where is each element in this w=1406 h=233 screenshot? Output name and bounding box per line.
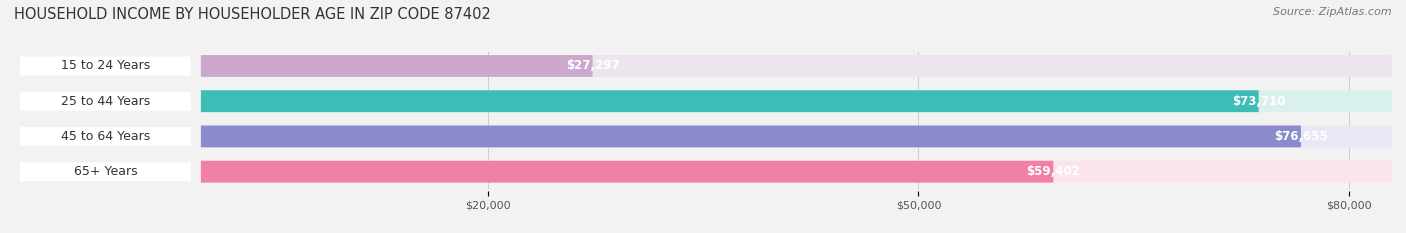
Text: $76,655: $76,655 (1274, 130, 1327, 143)
FancyBboxPatch shape (201, 90, 1258, 112)
FancyBboxPatch shape (201, 161, 1053, 183)
Text: 65+ Years: 65+ Years (73, 165, 138, 178)
Text: $59,402: $59,402 (1026, 165, 1080, 178)
Text: Source: ZipAtlas.com: Source: ZipAtlas.com (1274, 7, 1392, 17)
Text: 25 to 44 Years: 25 to 44 Years (60, 95, 150, 108)
Text: HOUSEHOLD INCOME BY HOUSEHOLDER AGE IN ZIP CODE 87402: HOUSEHOLD INCOME BY HOUSEHOLDER AGE IN Z… (14, 7, 491, 22)
FancyBboxPatch shape (201, 90, 1392, 112)
FancyBboxPatch shape (201, 55, 592, 77)
Text: 45 to 64 Years: 45 to 64 Years (60, 130, 150, 143)
FancyBboxPatch shape (20, 127, 191, 146)
FancyBboxPatch shape (20, 56, 191, 75)
FancyBboxPatch shape (201, 126, 1392, 147)
Text: 15 to 24 Years: 15 to 24 Years (60, 59, 150, 72)
FancyBboxPatch shape (201, 161, 1392, 183)
Text: $73,710: $73,710 (1232, 95, 1285, 108)
FancyBboxPatch shape (201, 55, 1392, 77)
FancyBboxPatch shape (20, 162, 191, 181)
FancyBboxPatch shape (20, 92, 191, 111)
FancyBboxPatch shape (201, 126, 1301, 147)
Text: $27,297: $27,297 (565, 59, 620, 72)
